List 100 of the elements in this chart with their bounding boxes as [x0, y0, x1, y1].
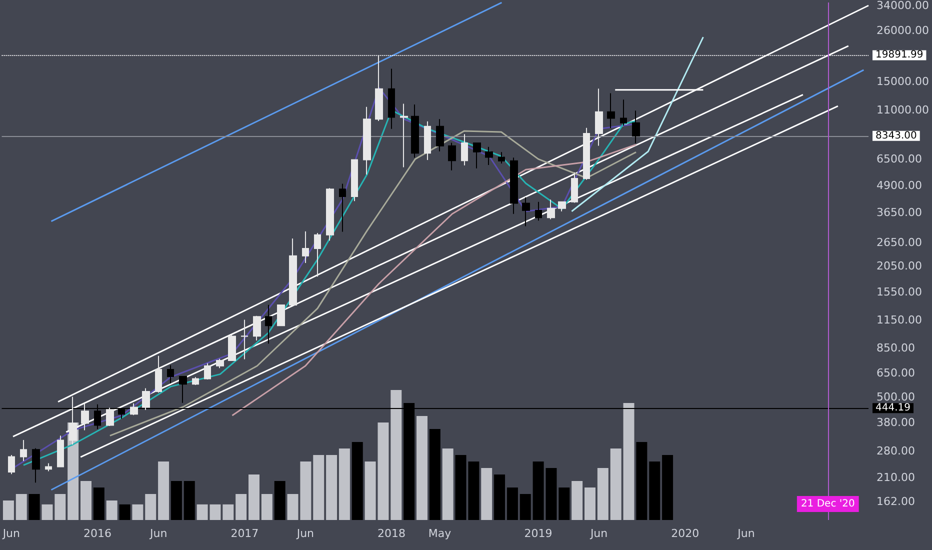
y-tick-label: 3650.00: [876, 206, 922, 220]
candlestick: [142, 388, 150, 411]
ref-line-label: 444.19: [876, 402, 911, 414]
bar: [261, 494, 272, 520]
candlestick: [204, 362, 211, 380]
x-tick-label: Jun: [296, 527, 314, 540]
y-tick-label: 1550.00: [876, 286, 922, 299]
bar: [170, 481, 182, 520]
bar: [572, 481, 583, 520]
bar: [132, 504, 144, 520]
ref-line-label: 8343.00: [876, 130, 917, 142]
bar: [222, 504, 234, 520]
candlestick: [547, 199, 555, 220]
candlestick: [241, 319, 248, 360]
y-tick-label: 2650.00: [876, 236, 922, 249]
bar: [326, 455, 338, 520]
y-tick-label: 26000.00: [876, 24, 930, 37]
candlestick: [607, 92, 615, 129]
candlestick: [314, 232, 321, 278]
candlestick: [192, 376, 199, 386]
x-tick-label: 2018: [377, 527, 406, 540]
candlestick: [510, 157, 518, 214]
bar: [506, 488, 518, 520]
candlestick: [277, 304, 285, 327]
x-tick-label: Jun: [736, 527, 755, 540]
y-tick-label: 1150.00: [876, 313, 922, 326]
candlestick: [620, 99, 627, 126]
bar: [662, 455, 674, 520]
y-tick-label: 4900.00: [876, 178, 922, 192]
bar: [481, 468, 492, 520]
candlestick: [289, 238, 297, 306]
candlestick: [167, 364, 174, 384]
candlestick: [155, 355, 162, 394]
bar: [494, 474, 506, 520]
x-tick-label: 2016: [83, 527, 112, 540]
candlestick: [253, 315, 261, 342]
candlestick: [558, 200, 566, 212]
candlestick: [81, 403, 89, 431]
y-tick-label: 162.00: [876, 495, 916, 508]
line-series: [109, 130, 637, 436]
bar: [16, 494, 27, 520]
candlestick: [106, 407, 114, 427]
candlestick: [20, 439, 27, 462]
candlestick: [326, 188, 334, 242]
bar: [2, 500, 14, 520]
bar: [248, 474, 260, 520]
candlestick: [535, 201, 542, 222]
bar: [649, 462, 660, 520]
line-series: [231, 144, 637, 416]
bar: [416, 416, 428, 520]
x-tick-label: Jun: [2, 527, 20, 540]
candlestick: [583, 127, 590, 180]
bar: [274, 481, 286, 520]
y-tick-label: 650.00: [876, 366, 916, 380]
bar: [158, 462, 170, 520]
bar: [352, 442, 363, 520]
bar: [338, 448, 350, 520]
bar: [610, 448, 622, 520]
x-tick-label: Jun: [149, 527, 168, 540]
ref-line-label: 21 Dec '20: [800, 498, 855, 510]
candlestick: [265, 304, 272, 344]
candlestick: [485, 146, 493, 166]
candlestick: [436, 118, 444, 152]
bar: [42, 504, 53, 520]
candlestick: [8, 454, 15, 475]
bar: [313, 455, 324, 520]
y-tick-label: 11000.00: [876, 104, 930, 117]
bar: [429, 429, 440, 520]
bar: [636, 442, 648, 520]
candlestick: [461, 134, 468, 166]
bar: [390, 390, 402, 520]
y-tick-label: 210.00: [876, 471, 916, 484]
x-tick-label: 2020: [671, 527, 700, 540]
bar: [623, 403, 634, 520]
candlestick: [375, 54, 383, 122]
bar: [442, 448, 454, 520]
candlestick: [571, 172, 578, 204]
bar: [584, 488, 596, 520]
candlestick: [216, 358, 224, 369]
bar: [184, 481, 195, 520]
y-tick-label: 280.00: [876, 444, 916, 458]
y-tick-label: 6500.00: [876, 152, 922, 166]
candlestick: [595, 88, 603, 146]
candlestick: [45, 462, 52, 472]
y-tick-label: 15000.00: [876, 74, 930, 88]
x-tick-label: Jun: [589, 527, 608, 540]
candlestick: [400, 103, 408, 168]
candlestick: [57, 435, 64, 468]
candlestick: [363, 106, 371, 176]
candlestick: [522, 196, 530, 227]
candlestick: [32, 448, 40, 484]
bar: [520, 494, 531, 520]
y-tick-label: 850.00: [876, 341, 916, 354]
bar: [93, 488, 104, 520]
bar: [106, 500, 118, 520]
bar: [558, 488, 570, 520]
bar: [145, 494, 156, 520]
candlestick: [448, 142, 456, 171]
candlestick: [632, 110, 640, 144]
candlestick: [498, 152, 505, 164]
